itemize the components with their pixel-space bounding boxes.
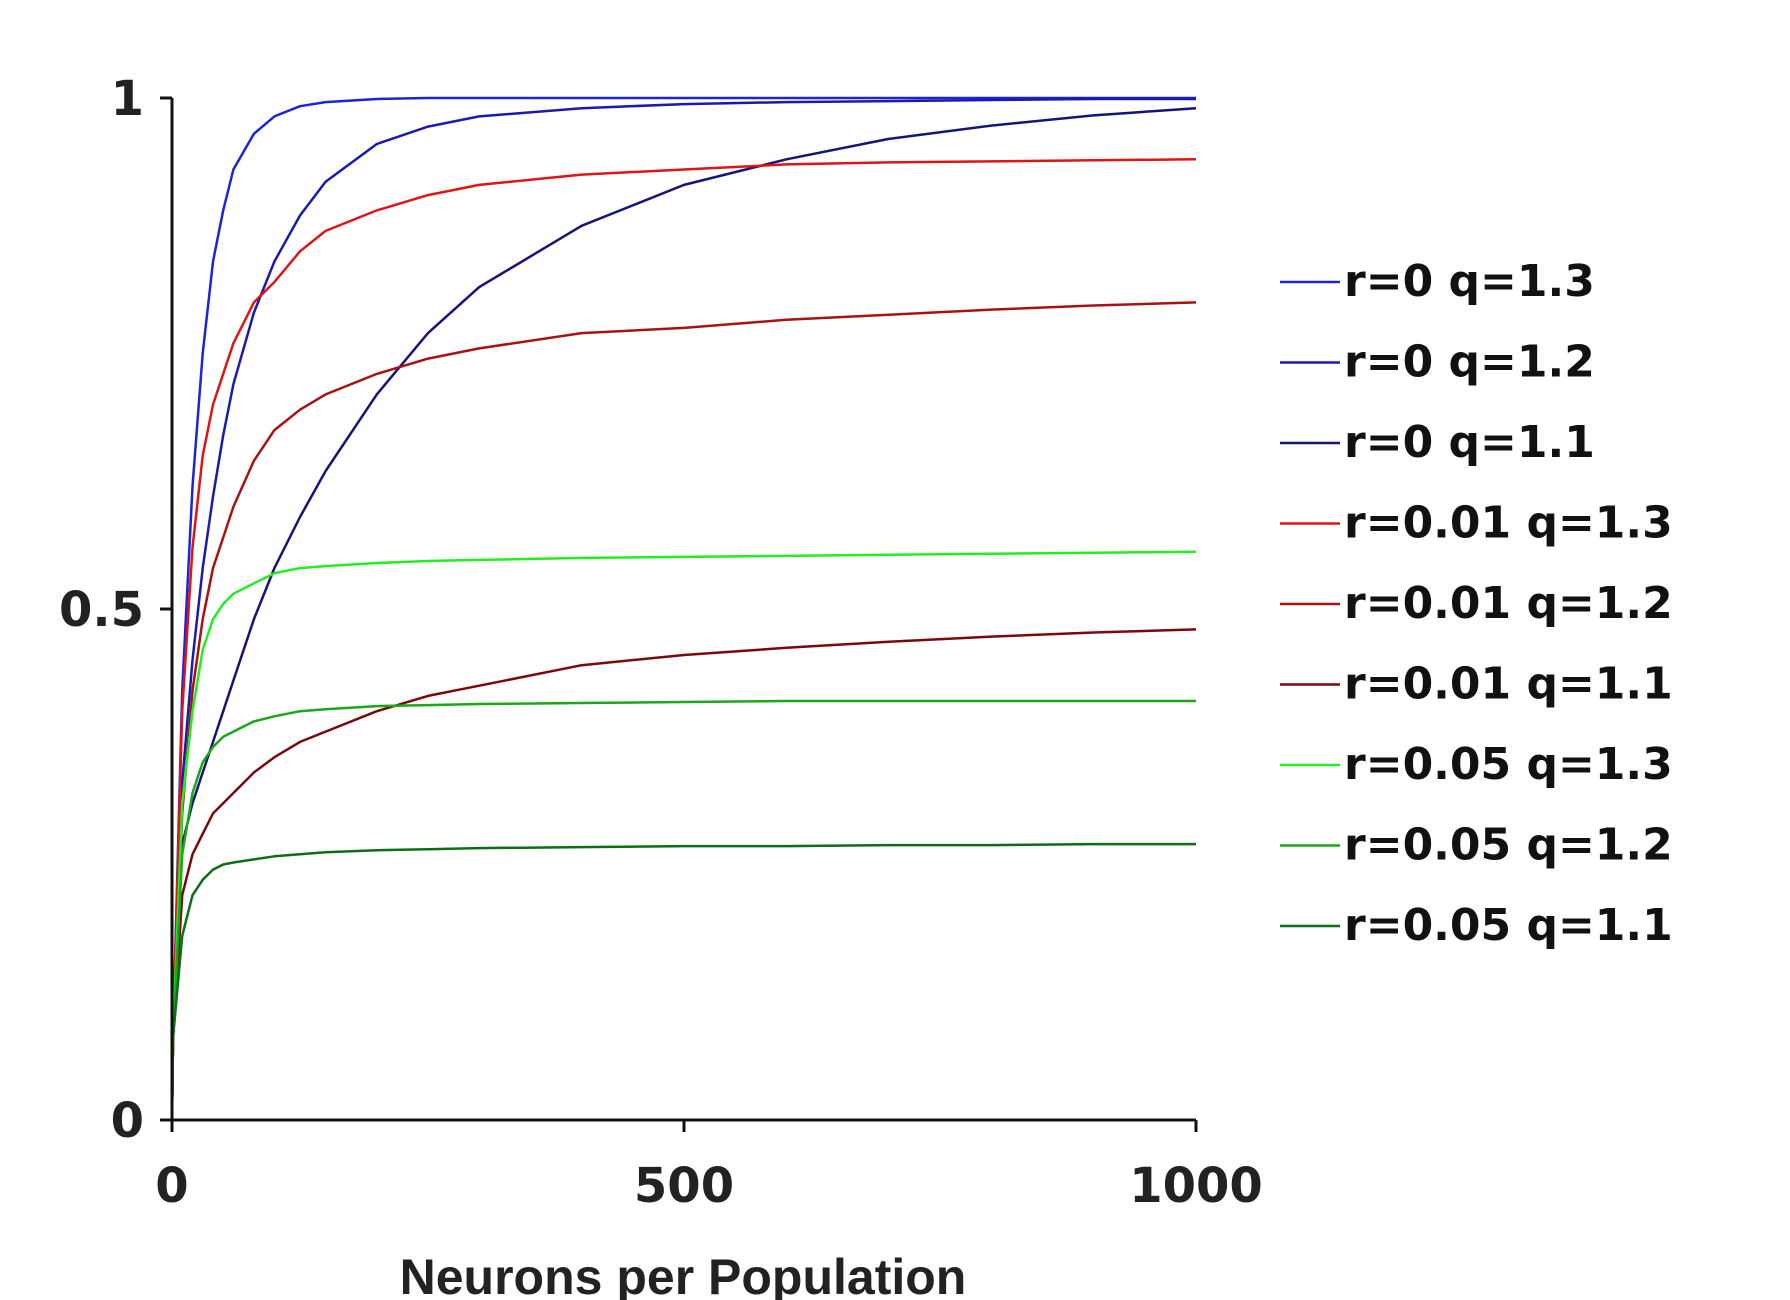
legend: r=0 q=1.3 r=0 q=1.2 r=0 q=1.1 r=0.01 q=1.3 r… bbox=[1280, 256, 1673, 951]
y-tick-label: 1 bbox=[111, 71, 144, 127]
series-line-7 bbox=[170, 550, 1197, 1121]
series-line-1 bbox=[170, 96, 1196, 1121]
series-line-8 bbox=[170, 699, 1196, 1121]
legend-label-8: r=0.05 q=1.2 bbox=[1344, 820, 1673, 871]
legend-label-3: r=0 q=1.1 bbox=[1344, 417, 1595, 468]
x-tick-label: 1000 bbox=[1129, 1158, 1263, 1214]
series-line-6 bbox=[170, 628, 1197, 1121]
series-line-2 bbox=[170, 97, 1196, 1121]
series-line-9 bbox=[170, 842, 1196, 1121]
series-line-3 bbox=[170, 106, 1197, 1121]
y-tick-label: 0 bbox=[111, 1093, 144, 1149]
x-tick-label: 500 bbox=[634, 1158, 734, 1214]
legend-label-2: r=0 q=1.2 bbox=[1344, 337, 1595, 388]
legend-label-7: r=0.05 q=1.3 bbox=[1344, 739, 1673, 790]
x-tick-label: 0 bbox=[155, 1158, 188, 1214]
legend-label-1: r=0 q=1.3 bbox=[1344, 256, 1595, 307]
series-line-5 bbox=[170, 301, 1197, 1121]
axes-layer bbox=[170, 98, 1196, 1122]
legend-label-4: r=0.01 q=1.3 bbox=[1344, 498, 1673, 549]
legend-label-6: r=0.01 q=1.1 bbox=[1344, 659, 1673, 710]
series-layer bbox=[170, 96, 1197, 1121]
x-axis-title: Neurons per Population bbox=[400, 1249, 967, 1300]
legend-label-9: r=0.05 q=1.1 bbox=[1344, 900, 1673, 951]
legend-label-5: r=0.01 q=1.2 bbox=[1344, 578, 1673, 629]
ticks-layer: 0 500 1000 0 0.5 1 bbox=[59, 71, 1263, 1214]
series-line-4 bbox=[170, 158, 1197, 1121]
y-tick-label: 0.5 bbox=[59, 582, 144, 638]
